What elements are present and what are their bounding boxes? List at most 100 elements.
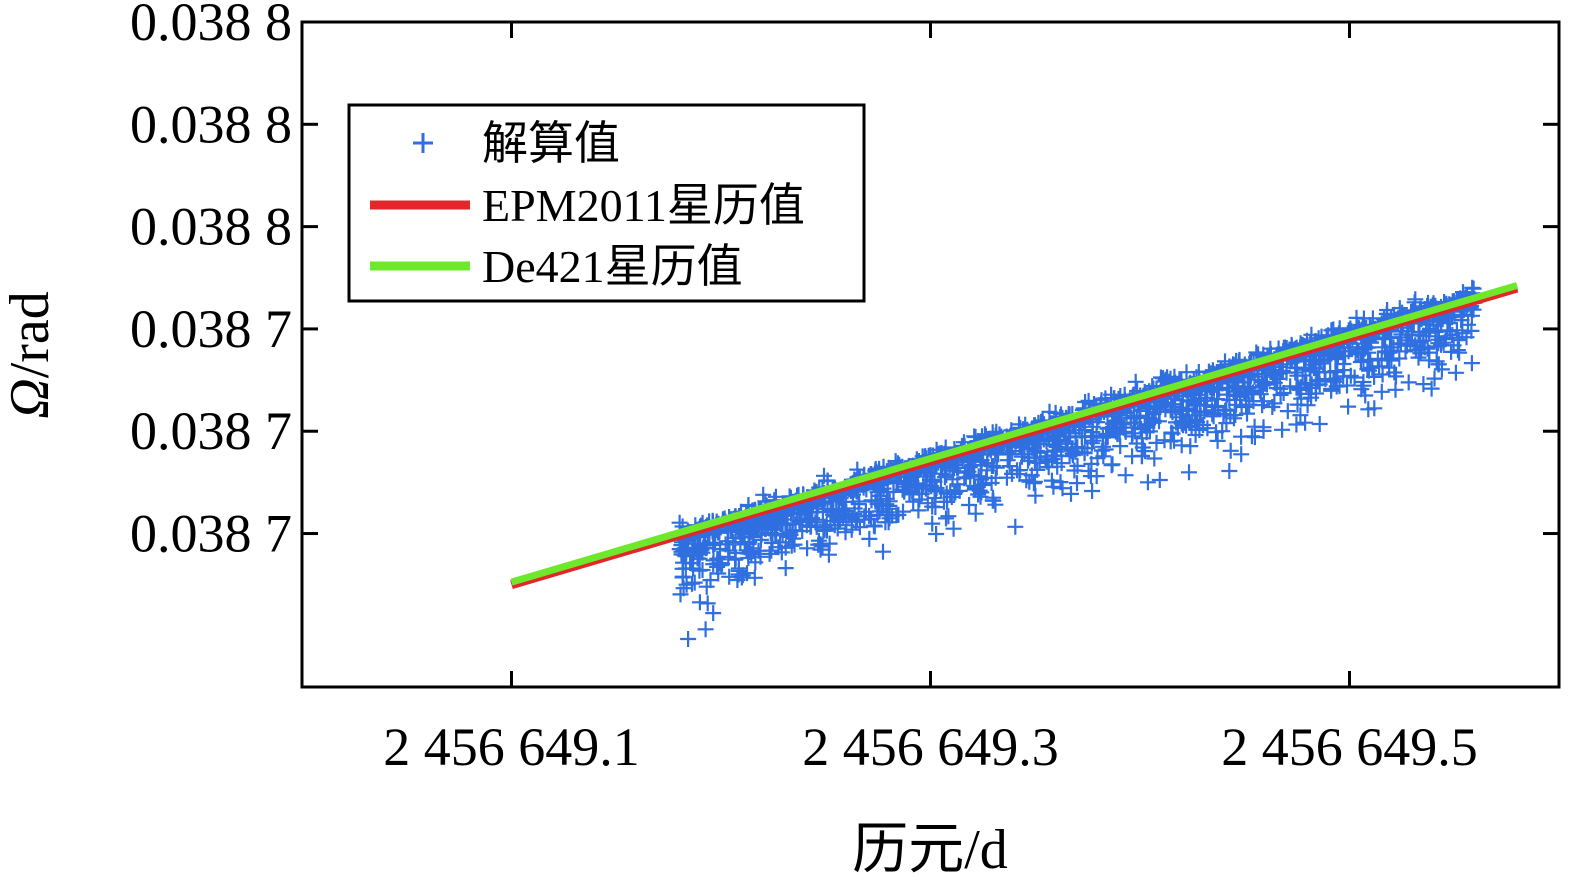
data-point bbox=[1009, 462, 1025, 479]
data-point bbox=[1069, 457, 1086, 474]
data-point bbox=[959, 463, 976, 480]
data-point bbox=[699, 595, 716, 612]
data-point bbox=[1203, 402, 1220, 419]
data-point bbox=[1124, 425, 1141, 442]
data-point bbox=[1157, 397, 1174, 413]
data-point bbox=[866, 518, 883, 535]
data-point bbox=[1252, 386, 1269, 403]
data-point bbox=[895, 503, 911, 520]
data-point bbox=[1454, 306, 1471, 323]
data-point bbox=[767, 526, 784, 543]
data-point bbox=[791, 512, 808, 529]
data-point bbox=[1031, 454, 1048, 471]
data-point bbox=[987, 496, 1004, 513]
data-point bbox=[1172, 399, 1189, 416]
data-point bbox=[985, 489, 1001, 506]
data-point bbox=[736, 536, 753, 553]
data-point bbox=[815, 522, 832, 539]
data-point bbox=[1063, 485, 1079, 502]
data-point bbox=[1134, 430, 1150, 447]
y-axis-unit: /rad bbox=[0, 291, 61, 378]
ephemeris-lines bbox=[510, 282, 1519, 590]
data-point bbox=[1146, 412, 1163, 429]
data-point bbox=[1251, 379, 1268, 396]
data-point bbox=[705, 605, 722, 622]
data-point bbox=[940, 508, 957, 525]
data-point bbox=[957, 464, 974, 481]
data-point bbox=[1139, 474, 1156, 491]
data-point bbox=[1411, 327, 1428, 343]
data-point bbox=[799, 540, 816, 557]
data-point bbox=[1340, 398, 1357, 415]
data-point bbox=[1311, 416, 1328, 432]
data-point bbox=[961, 497, 978, 513]
data-point bbox=[1146, 450, 1163, 467]
data-point bbox=[1011, 466, 1028, 483]
data-point bbox=[1275, 385, 1292, 401]
data-point bbox=[1378, 305, 1395, 322]
data-point bbox=[680, 631, 697, 647]
data-point bbox=[1272, 386, 1289, 403]
data-point bbox=[924, 515, 941, 532]
legend-items: 解算值 EPM2011星历值 De421星历值 bbox=[370, 118, 805, 292]
data-point bbox=[861, 530, 878, 547]
data-point bbox=[698, 578, 715, 595]
data-point bbox=[1176, 414, 1193, 431]
data-point bbox=[1388, 368, 1404, 385]
data-point bbox=[674, 568, 691, 585]
data-point bbox=[1300, 385, 1317, 402]
data-point bbox=[1117, 467, 1134, 484]
data-point bbox=[1173, 413, 1190, 430]
data-point bbox=[1015, 436, 1032, 453]
data-point bbox=[1123, 410, 1139, 427]
data-point bbox=[1069, 475, 1085, 492]
data-point bbox=[1430, 356, 1447, 373]
data-point bbox=[1451, 332, 1467, 348]
data-point bbox=[686, 574, 703, 591]
y-axis-symbol: Ω bbox=[0, 378, 61, 419]
data-point bbox=[1415, 376, 1432, 393]
data-point bbox=[1148, 434, 1165, 451]
de421-line bbox=[510, 282, 1519, 586]
x-tick-label: 2 456 649.5 bbox=[1221, 717, 1478, 777]
y-tick-label: 0.038 8 bbox=[130, 94, 292, 154]
data-point bbox=[1361, 362, 1377, 379]
data-point bbox=[1288, 379, 1305, 396]
data-point bbox=[1383, 352, 1400, 369]
data-point bbox=[691, 594, 708, 611]
data-point bbox=[1199, 389, 1216, 406]
data-point bbox=[1311, 364, 1328, 381]
data-point bbox=[697, 621, 714, 638]
data-point bbox=[1144, 411, 1160, 428]
data-point bbox=[781, 528, 798, 545]
y-tick-label: 0.038 8 bbox=[130, 0, 292, 52]
data-point bbox=[1441, 315, 1458, 332]
data-point bbox=[1232, 388, 1249, 405]
data-point bbox=[1136, 417, 1153, 434]
data-point bbox=[695, 539, 712, 556]
data-point bbox=[1346, 369, 1363, 386]
data-point bbox=[1209, 432, 1226, 449]
legend-label: De421星历值 bbox=[482, 241, 743, 292]
y-tick-label: 0.038 7 bbox=[130, 504, 292, 564]
data-point bbox=[1197, 392, 1214, 409]
data-point bbox=[782, 526, 799, 543]
data-point bbox=[1103, 386, 1120, 403]
data-point bbox=[875, 543, 891, 560]
data-point bbox=[777, 560, 794, 577]
data-point bbox=[878, 496, 895, 513]
data-point bbox=[1187, 427, 1204, 443]
data-point bbox=[744, 524, 761, 541]
data-point bbox=[1307, 377, 1324, 394]
data-point bbox=[1041, 403, 1058, 420]
data-point bbox=[1164, 425, 1181, 442]
data-point bbox=[787, 516, 804, 533]
data-point bbox=[1208, 424, 1225, 441]
data-point bbox=[1026, 443, 1043, 460]
data-point bbox=[1357, 387, 1374, 404]
data-point bbox=[945, 520, 962, 537]
data-point bbox=[938, 467, 955, 484]
data-point bbox=[846, 506, 863, 523]
y-tick-label: 0.038 8 bbox=[130, 197, 292, 257]
